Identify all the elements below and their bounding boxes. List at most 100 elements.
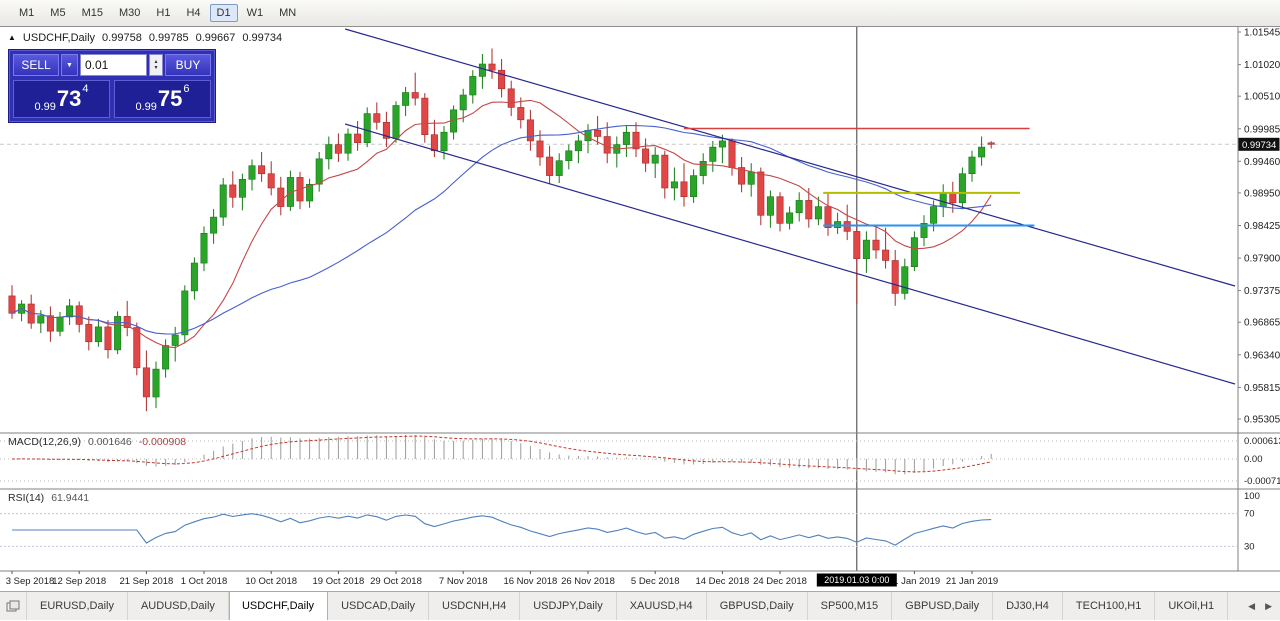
- svg-text:0.00: 0.00: [1244, 454, 1263, 465]
- svg-text:26 Nov 2018: 26 Nov 2018: [561, 576, 615, 587]
- svg-text:21 Sep 2018: 21 Sep 2018: [119, 576, 173, 587]
- macd-value: 0.001646: [87, 436, 132, 448]
- chevron-down-icon: ▼: [66, 61, 73, 69]
- macd-indicator-header: MACD(12,26,9) 0.001646 -0.000908: [8, 436, 186, 448]
- svg-text:11 Jan 2019: 11 Jan 2019: [889, 576, 941, 587]
- timeframe-button-m5[interactable]: M5: [43, 4, 72, 22]
- chart-tab-eurusd-daily[interactable]: EURUSD,Daily: [27, 592, 128, 620]
- svg-text:24 Dec 2018: 24 Dec 2018: [753, 576, 807, 587]
- spinner-up-icon: ▴: [154, 59, 158, 65]
- svg-text:0.96340: 0.96340: [1244, 350, 1280, 361]
- timeframe-button-h1[interactable]: H1: [149, 4, 177, 22]
- spinner-down-icon: ▾: [154, 65, 158, 71]
- chart-tab-usdcnh-h4[interactable]: USDCNH,H4: [429, 592, 521, 620]
- channel-trendline-upper[interactable]: [344, 28, 1236, 287]
- tab-scroll-right-icon[interactable]: ▶: [1265, 600, 1272, 611]
- one-click-trading-panel: SELL ▼ ▴ ▾ BUY 0.99 73 4 0.99 75 6: [8, 49, 216, 123]
- timeframe-toolbar: M1 M5 M15 M30 H1 H4 D1 W1 MN: [0, 0, 1280, 27]
- bid-price-small: 0.99: [34, 101, 56, 113]
- timeframe-button-h4[interactable]: H4: [179, 4, 207, 22]
- svg-text:0.95305: 0.95305: [1244, 415, 1280, 426]
- ask-price-pipette: 6: [183, 83, 190, 95]
- chart-tab-audusd-daily[interactable]: AUDUSD,Daily: [128, 592, 229, 620]
- svg-text:0.96865: 0.96865: [1244, 318, 1280, 329]
- svg-text:0.97900: 0.97900: [1244, 254, 1280, 265]
- rsi-value: 61.9441: [51, 492, 90, 504]
- volume-dropdown-button[interactable]: ▼: [61, 54, 78, 76]
- svg-text:1.01020: 1.01020: [1244, 60, 1280, 71]
- bid-price-big: 73: [56, 86, 82, 111]
- chart-tab-ukoil-h1[interactable]: UKOil,H1: [1155, 592, 1229, 620]
- tab-scroll-left-icon[interactable]: ◀: [1248, 600, 1256, 611]
- svg-text:2019.01.03 0:00: 2019.01.03 0:00: [824, 575, 889, 585]
- ohlc-close: 0.99734: [242, 32, 283, 44]
- chart-symbol-period: USDCHF,Daily: [22, 32, 96, 44]
- chart-window: 1.01545 1.01020 1.00510 0.99985 0.99460 0.989…: [0, 27, 1280, 591]
- timeframe-button-mn[interactable]: MN: [272, 4, 303, 22]
- svg-text:0.99460: 0.99460: [1244, 157, 1280, 168]
- svg-text:0.0006137: 0.0006137: [1244, 436, 1280, 447]
- ohlc-low: 0.99667: [195, 32, 236, 44]
- svg-text:0.95815: 0.95815: [1244, 383, 1280, 394]
- volume-input[interactable]: [80, 54, 147, 76]
- ask-price-big: 75: [157, 86, 183, 111]
- price-axis[interactable]: 1.01545 1.01020 1.00510 0.99985 0.99460 0.989…: [1238, 28, 1280, 426]
- buy-price-display[interactable]: 0.99 75 6: [114, 80, 211, 118]
- chart-tabs-bar: EURUSD,Daily AUDUSD,Daily USDCHF,Daily USDC…: [0, 591, 1280, 620]
- svg-text:16 Nov 2018: 16 Nov 2018: [503, 576, 557, 587]
- svg-text:100: 100: [1244, 491, 1260, 502]
- svg-text:7 Nov 2018: 7 Nov 2018: [439, 576, 488, 587]
- svg-text:12 Sep 2018: 12 Sep 2018: [52, 576, 106, 587]
- volume-spinner[interactable]: ▴ ▾: [149, 54, 163, 76]
- timeframe-button-m15[interactable]: M15: [75, 4, 110, 22]
- svg-text:5 Dec 2018: 5 Dec 2018: [631, 576, 680, 587]
- chart-tab-usdchf-daily[interactable]: USDCHF,Daily: [228, 592, 329, 620]
- svg-text:3 Sep 2018: 3 Sep 2018: [6, 576, 55, 587]
- macd-axis: 0.0006137 0.00 -0.0007142: [1244, 436, 1280, 487]
- chart-tab-dj30-h4[interactable]: DJ30,H4: [993, 592, 1063, 620]
- chart-tab-xauusd-h4[interactable]: XAUUSD,H4: [617, 592, 707, 620]
- svg-text:0.98950: 0.98950: [1244, 188, 1280, 199]
- chart-tab-sp500-m15[interactable]: SP500,M15: [808, 592, 893, 620]
- svg-text:1.01545: 1.01545: [1244, 28, 1280, 39]
- chart-tab-usdcad-daily[interactable]: USDCAD,Daily: [328, 592, 430, 620]
- timeframe-button-m30[interactable]: M30: [112, 4, 147, 22]
- timeframe-button-m1[interactable]: M1: [12, 4, 41, 22]
- timeframe-button-w1[interactable]: W1: [240, 4, 271, 22]
- svg-text:19 Oct 2018: 19 Oct 2018: [313, 576, 365, 587]
- macd-signal-value: -0.000908: [138, 436, 187, 448]
- buy-button[interactable]: BUY: [165, 54, 211, 76]
- one-click-collapse-icon[interactable]: ▲: [8, 33, 16, 42]
- sell-price-display[interactable]: 0.99 73 4: [13, 80, 110, 118]
- ohlc-open: 0.99758: [102, 32, 142, 44]
- chart-title: ▲ USDCHF,Daily 0.99758 0.99785 0.99667 0…: [8, 32, 282, 44]
- macd-signal-line: [11, 435, 992, 473]
- svg-text:1.00510: 1.00510: [1244, 92, 1280, 103]
- current-price-label: 0.99734: [1238, 137, 1280, 151]
- svg-text:0.99985: 0.99985: [1244, 124, 1280, 135]
- bid-price-pipette: 4: [82, 83, 89, 95]
- ma-fast-line: [11, 99, 992, 349]
- svg-text:21 Jan 2019: 21 Jan 2019: [946, 576, 998, 587]
- svg-text:14 Dec 2018: 14 Dec 2018: [695, 576, 749, 587]
- svg-text:-0.0007142: -0.0007142: [1244, 476, 1280, 487]
- timeframe-button-d1[interactable]: D1: [209, 4, 238, 22]
- price-chart-svg[interactable]: 1.01545 1.01020 1.00510 0.99985 0.99460 0.989…: [0, 27, 1280, 591]
- vertical-line-date-label: 2019.01.03 0:00: [816, 573, 897, 587]
- svg-text:1 Oct 2018: 1 Oct 2018: [181, 576, 227, 587]
- svg-text:0.97375: 0.97375: [1244, 286, 1280, 297]
- macd-label: MACD(12,26,9): [8, 436, 81, 448]
- chart-list-icon: [0, 592, 27, 620]
- sell-button[interactable]: SELL: [13, 54, 59, 76]
- channel-trendline-lower[interactable]: [344, 123, 1236, 385]
- svg-text:30: 30: [1244, 541, 1255, 552]
- chart-tab-tech100-h1[interactable]: TECH100,H1: [1063, 592, 1156, 620]
- chart-tab-gbpusd-daily[interactable]: GBPUSD,Daily: [892, 592, 994, 620]
- chart-tab-gbpusd-daily[interactable]: GBPUSD,Daily: [707, 592, 808, 620]
- chart-tab-usdjpy-daily[interactable]: USDJPY,Daily: [520, 592, 617, 620]
- tab-scroll-buttons: ◀ ▶: [1240, 592, 1280, 620]
- svg-text:70: 70: [1244, 509, 1255, 520]
- svg-text:0.98425: 0.98425: [1244, 221, 1280, 232]
- ma-slow-line: [11, 124, 992, 335]
